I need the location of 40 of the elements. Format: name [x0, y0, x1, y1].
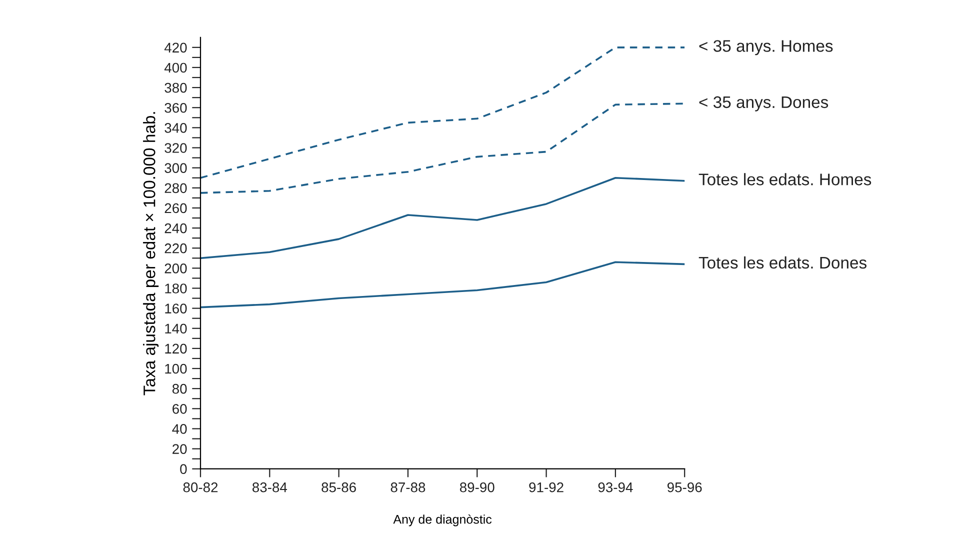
series-label: Totes les edats. Dones — [698, 256, 866, 269]
series-label: Totes les edats. Homes — [698, 173, 872, 186]
x-axis-title: Any de diagnòstic — [393, 514, 492, 526]
x-tick-label: 95-96 — [667, 482, 702, 492]
y-tick-label: 400 — [164, 62, 187, 73]
x-tick-label: 89-90 — [460, 482, 494, 492]
x-tick-label: 91-92 — [529, 482, 564, 492]
y-tick-label: 220 — [164, 243, 187, 254]
y-tick-label: 320 — [164, 143, 187, 153]
y-tick-label: 300 — [164, 163, 187, 173]
y-tick-label: 0 — [180, 464, 187, 474]
x-tick-label: 83-84 — [252, 482, 288, 492]
line-series — [200, 46, 685, 179]
y-tick-label: 120 — [165, 344, 187, 354]
y-tick-label: 360 — [164, 102, 187, 113]
y-tick-label: 340 — [164, 123, 187, 133]
y-tick-label: 420 — [164, 42, 187, 53]
x-tick-label: 87-88 — [390, 482, 426, 492]
line-series — [200, 176, 685, 260]
x-tick-label: 93-94 — [598, 482, 633, 492]
y-tick-label: 60 — [172, 404, 187, 414]
line-series — [200, 102, 685, 194]
y-tick-label: 100 — [165, 364, 187, 374]
y-tick-label: 200 — [164, 264, 187, 274]
y-tick-label: 260 — [164, 203, 187, 214]
y-tick-label: 240 — [164, 223, 187, 234]
x-tick-label: 80-82 — [183, 482, 218, 492]
y-tick-label: 80 — [172, 384, 187, 394]
y-tick-label: 40 — [172, 424, 187, 434]
y-tick-label: 140 — [165, 324, 187, 334]
y-tick-label: 380 — [164, 82, 187, 93]
y-tick-label: 280 — [164, 183, 187, 194]
series-label: < 35 anys. Dones — [699, 96, 828, 112]
y-axis-title: Taxa ajustada per edat × 100.000 hab. — [143, 112, 159, 396]
series-label: < 35 anys. Homes — [699, 40, 833, 56]
y-tick-label: 160 — [165, 304, 187, 314]
y-tick-label: 180 — [165, 284, 187, 294]
y-tick-label: 20 — [172, 444, 187, 454]
x-tick-label: 85-86 — [322, 482, 356, 492]
line-series — [200, 261, 685, 308]
